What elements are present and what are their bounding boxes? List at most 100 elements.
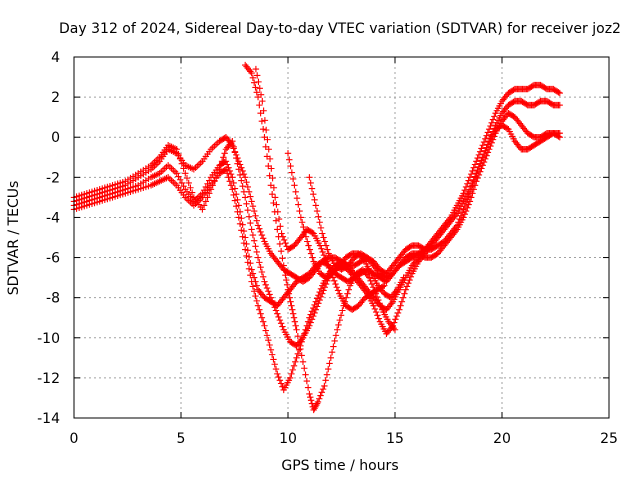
- data-point-marker: [556, 89, 563, 97]
- data-point-marker: [270, 184, 278, 191]
- data-point-marker: [284, 150, 292, 157]
- data-point-marker: [313, 295, 321, 302]
- data-point-marker: [310, 304, 317, 312]
- data-point-marker: [373, 293, 381, 301]
- y-tick-label: -8: [46, 291, 60, 307]
- data-point-marker: [316, 395, 323, 402]
- data-point-marker: [398, 298, 406, 305]
- data-point-marker: [253, 282, 260, 289]
- data-point-marker: [334, 326, 341, 333]
- data-point-marker: [489, 116, 497, 123]
- data-point-marker: [272, 365, 280, 373]
- data-point-marker: [304, 238, 311, 245]
- data-point-marker: [461, 186, 468, 194]
- data-point-marker: [274, 226, 281, 233]
- data-point-marker: [488, 119, 495, 126]
- y-tick-label: -12: [37, 371, 60, 387]
- data-point-marker: [307, 393, 314, 401]
- data-point-marker: [332, 332, 340, 339]
- data-point-marker: [370, 302, 377, 309]
- data-point-marker: [471, 173, 479, 180]
- data-point-marker: [318, 389, 326, 396]
- data-point-marker: [480, 138, 488, 146]
- data-point-marker: [258, 117, 266, 125]
- data-point-marker: [244, 207, 251, 214]
- data-point-marker: [483, 144, 490, 151]
- data-point-marker: [475, 163, 483, 171]
- data-point-marker: [369, 284, 377, 291]
- data-point-marker: [465, 201, 472, 208]
- data-point-marker: [322, 255, 329, 262]
- data-point-marker: [292, 188, 299, 195]
- data-point-marker: [252, 292, 259, 300]
- data-point-marker: [318, 245, 325, 252]
- data-point-marker: [262, 327, 269, 334]
- data-point-marker: [556, 134, 563, 141]
- data-point-marker: [262, 281, 269, 289]
- data-point-marker: [323, 371, 331, 378]
- data-point-marker: [381, 282, 388, 289]
- data-point-marker: [275, 313, 282, 321]
- data-point-marker: [478, 157, 485, 164]
- data-point-marker: [331, 277, 338, 285]
- data-point-marker: [368, 280, 376, 288]
- data-point-marker: [295, 339, 303, 346]
- data-point-marker: [233, 203, 240, 210]
- data-point-marker: [288, 169, 296, 176]
- data-point-marker: [467, 194, 475, 201]
- data-point-marker: [307, 179, 314, 187]
- data-point-marker: [245, 265, 253, 272]
- data-point-marker: [295, 346, 303, 354]
- data-point-marker: [296, 207, 303, 215]
- data-point-marker: [319, 230, 326, 237]
- data-point-marker: [324, 261, 332, 268]
- data-point-marker: [173, 170, 180, 177]
- data-point-marker: [376, 300, 383, 307]
- data-point-marker: [206, 190, 213, 197]
- data-point-marker: [482, 135, 489, 143]
- data-point-marker: [270, 356, 277, 363]
- data-point-marker: [221, 150, 228, 157]
- y-tick-label: -2: [46, 170, 60, 186]
- data-point-marker: [403, 283, 411, 290]
- grid: [74, 57, 609, 418]
- data-point-marker: [176, 176, 184, 183]
- data-point-marker: [268, 297, 276, 305]
- data-point-marker: [260, 107, 267, 114]
- data-point-marker: [321, 382, 328, 390]
- data-point-marker: [273, 201, 280, 208]
- data-point-marker: [471, 161, 479, 168]
- data-point-marker: [291, 318, 299, 325]
- data-point-marker: [485, 126, 493, 133]
- data-point-marker: [278, 230, 285, 237]
- data-point-marker: [289, 366, 296, 374]
- data-point-marker: [301, 228, 308, 236]
- data-point-marker: [336, 316, 343, 324]
- data-point-marker: [266, 155, 274, 163]
- data-point-marker: [238, 227, 245, 234]
- data-point-marker: [279, 255, 286, 262]
- data-point-marker: [343, 294, 350, 301]
- y-tick-label: 4: [51, 50, 60, 66]
- data-point-marker: [268, 165, 275, 172]
- data-point-marker: [462, 207, 470, 215]
- data-point-marker: [252, 65, 260, 73]
- data-point-marker: [262, 126, 270, 134]
- data-point-marker: [285, 290, 293, 297]
- data-point-marker: [428, 242, 435, 249]
- data-point-marker: [305, 242, 312, 249]
- data-point-marker: [474, 166, 481, 174]
- data-point-marker: [173, 146, 180, 153]
- data-point-marker: [315, 213, 322, 220]
- data-point-marker: [316, 242, 324, 249]
- data-point-marker: [313, 207, 321, 215]
- data-point-marker: [303, 377, 311, 385]
- data-point-marker: [217, 162, 225, 169]
- data-point-marker: [202, 198, 210, 205]
- axis-ticks: 0 5 10 15 20 25 -14 -12 -10 -8 -6 -4 -2 0 2 4: [37, 50, 618, 447]
- data-point-marker: [375, 315, 382, 322]
- chart-title: Day 312 of 2024, Sidereal Day-to-day VTE…: [59, 21, 621, 37]
- data-point-marker: [466, 186, 474, 193]
- data-point-marker: [319, 385, 327, 393]
- data-point-marker: [331, 337, 338, 345]
